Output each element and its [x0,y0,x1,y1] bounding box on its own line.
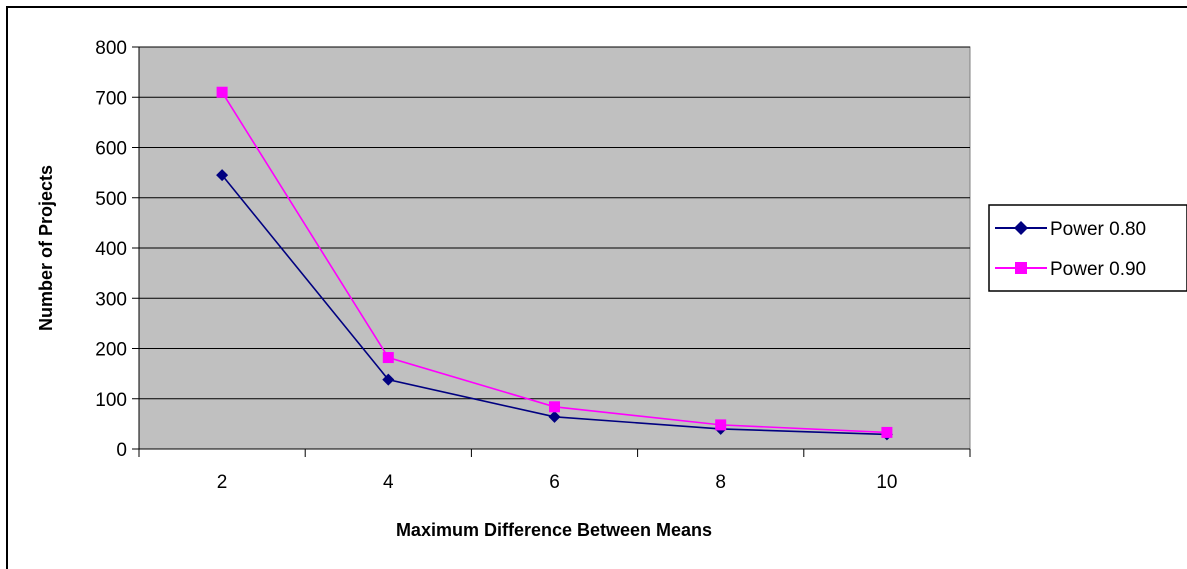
y-tick-label: 100 [95,390,127,411]
legend: Power 0.80 Power 0.90 [988,204,1187,292]
y-tick-label: 800 [95,38,127,59]
x-tick-label: 4 [383,472,394,493]
y-axis-title: Number of Projects [36,165,56,331]
x-tick-label: 10 [876,472,897,493]
legend-label-power-080: Power 0.80 [1050,219,1146,240]
x-tick-label: 8 [715,472,726,493]
x-tick-label: 2 [217,472,228,493]
data-point-power-0-90 [216,86,228,98]
data-point-power-0-80 [382,373,395,386]
chart-frame [6,6,1187,569]
y-tick-label: 200 [95,340,127,361]
y-tick-label: 500 [95,189,127,210]
series-layer [216,86,893,441]
y-tick-label: 700 [95,88,127,109]
legend-marker-power-090 [1015,262,1027,274]
axes: 0 100 200 300 400 500 600 700 800 2 4 6 8 10 [95,38,971,493]
legend-label-power-090: Power 0.90 [1050,259,1146,280]
x-tick-label: 6 [549,472,560,493]
legend-box [988,204,1187,292]
y-tick-label: 0 [116,440,127,461]
data-point-power-0-90 [549,401,560,413]
x-axis-title: Maximum Difference Between Means [396,520,712,540]
y-tick-label: 600 [95,139,127,160]
gridlines [139,46,970,400]
data-point-power-0-80 [548,410,561,423]
data-point-power-0-90 [715,419,727,431]
y-tick-label: 400 [95,239,127,260]
data-point-power-0-80 [216,169,229,182]
legend-marker-power-080 [1014,221,1028,235]
y-tick-label: 300 [95,289,127,310]
data-point-power-0-90 [881,426,893,438]
data-point-power-0-90 [382,352,394,364]
